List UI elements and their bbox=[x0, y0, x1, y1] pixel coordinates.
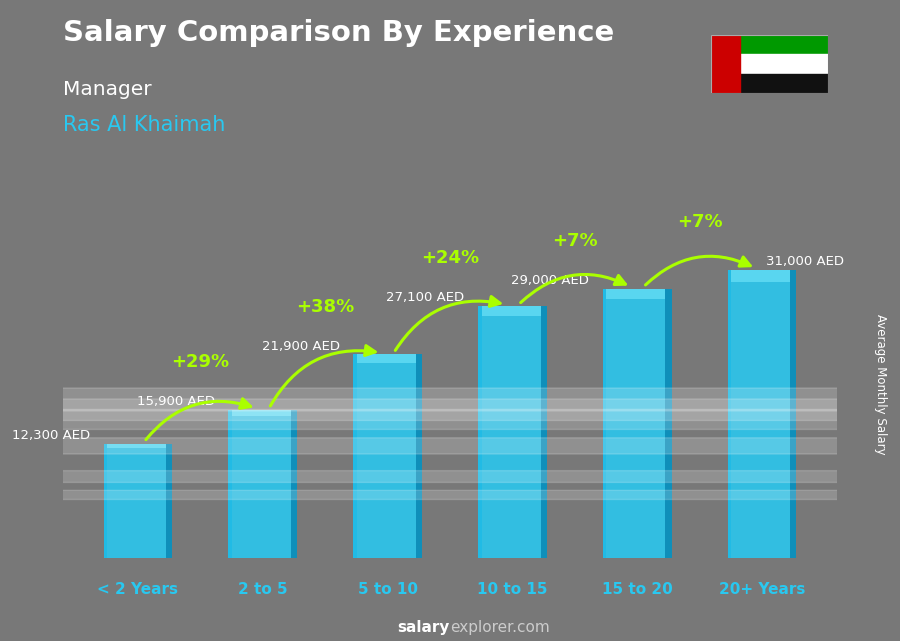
Text: +7%: +7% bbox=[677, 213, 723, 231]
Circle shape bbox=[0, 470, 900, 483]
Text: 29,000 AED: 29,000 AED bbox=[511, 274, 590, 287]
Text: 15 to 20: 15 to 20 bbox=[602, 582, 672, 597]
FancyBboxPatch shape bbox=[665, 288, 671, 558]
Text: Ras Al Khaimah: Ras Al Khaimah bbox=[63, 115, 225, 135]
FancyBboxPatch shape bbox=[478, 306, 547, 558]
FancyBboxPatch shape bbox=[607, 288, 665, 299]
Circle shape bbox=[0, 410, 900, 429]
Text: 31,000 AED: 31,000 AED bbox=[766, 255, 843, 269]
Circle shape bbox=[0, 490, 900, 499]
FancyBboxPatch shape bbox=[731, 270, 790, 281]
FancyBboxPatch shape bbox=[229, 410, 297, 558]
Text: 21,900 AED: 21,900 AED bbox=[262, 340, 339, 353]
Bar bbox=[711, 35, 740, 93]
Text: 12,300 AED: 12,300 AED bbox=[12, 429, 90, 442]
Circle shape bbox=[0, 388, 900, 411]
Text: +24%: +24% bbox=[421, 249, 479, 267]
FancyBboxPatch shape bbox=[356, 354, 416, 363]
FancyBboxPatch shape bbox=[728, 270, 796, 558]
FancyBboxPatch shape bbox=[104, 444, 172, 558]
Text: 5 to 10: 5 to 10 bbox=[357, 582, 418, 597]
Text: Manager: Manager bbox=[63, 80, 151, 99]
FancyBboxPatch shape bbox=[166, 444, 172, 558]
FancyBboxPatch shape bbox=[354, 354, 422, 558]
FancyBboxPatch shape bbox=[603, 288, 607, 558]
Bar bbox=[711, 74, 828, 93]
FancyBboxPatch shape bbox=[541, 306, 547, 558]
Bar bbox=[711, 54, 828, 74]
FancyBboxPatch shape bbox=[232, 410, 291, 416]
Text: 15,900 AED: 15,900 AED bbox=[137, 395, 215, 408]
FancyBboxPatch shape bbox=[229, 410, 232, 558]
Text: +7%: +7% bbox=[552, 232, 598, 250]
FancyBboxPatch shape bbox=[291, 410, 297, 558]
Text: < 2 Years: < 2 Years bbox=[97, 582, 178, 597]
Circle shape bbox=[0, 399, 900, 420]
FancyBboxPatch shape bbox=[603, 288, 671, 558]
FancyBboxPatch shape bbox=[482, 306, 541, 316]
Text: Salary Comparison By Experience: Salary Comparison By Experience bbox=[63, 19, 614, 47]
Text: explorer.com: explorer.com bbox=[450, 620, 550, 635]
Bar bbox=[711, 35, 828, 54]
Text: 2 to 5: 2 to 5 bbox=[238, 582, 288, 597]
Text: +29%: +29% bbox=[171, 353, 230, 371]
Text: 20+ Years: 20+ Years bbox=[719, 582, 806, 597]
FancyBboxPatch shape bbox=[416, 354, 422, 558]
Text: 27,100 AED: 27,100 AED bbox=[386, 292, 464, 304]
Text: Average Monthly Salary: Average Monthly Salary bbox=[874, 314, 886, 455]
Text: +38%: +38% bbox=[296, 297, 355, 316]
Circle shape bbox=[0, 438, 900, 454]
FancyBboxPatch shape bbox=[354, 354, 356, 558]
FancyBboxPatch shape bbox=[478, 306, 482, 558]
Text: 10 to 15: 10 to 15 bbox=[477, 582, 548, 597]
Text: salary: salary bbox=[398, 620, 450, 635]
FancyBboxPatch shape bbox=[790, 270, 796, 558]
FancyBboxPatch shape bbox=[728, 270, 731, 558]
FancyBboxPatch shape bbox=[104, 444, 107, 558]
FancyBboxPatch shape bbox=[107, 444, 166, 448]
